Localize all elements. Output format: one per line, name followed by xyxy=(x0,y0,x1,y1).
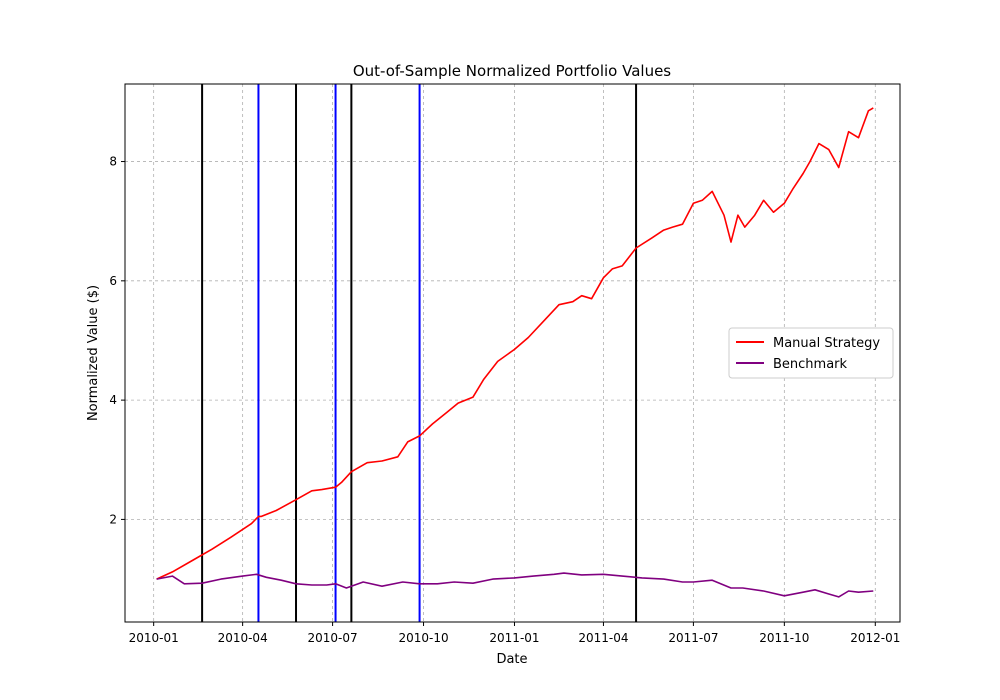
legend: Manual Strategy Benchmark xyxy=(728,327,894,379)
legend-box xyxy=(728,327,894,379)
x-tick-label: 2010-01 xyxy=(129,631,179,645)
x-tick-label: 2010-04 xyxy=(218,631,268,645)
x-tick-label: 2010-07 xyxy=(308,631,358,645)
series-lines xyxy=(156,107,874,598)
y-axis-label: Normalized Value ($) xyxy=(86,285,101,421)
y-tick-label: 4 xyxy=(109,393,117,407)
signal-lines xyxy=(201,84,638,622)
x-axis-label: Date xyxy=(496,652,527,667)
series-line-manual-strategy xyxy=(156,107,874,580)
axes-frame xyxy=(124,83,901,623)
x-tick-label: 2011-01 xyxy=(489,631,539,645)
x-tick-label: 2011-04 xyxy=(578,631,628,645)
y-tick-label: 6 xyxy=(109,274,117,288)
y-axis-ticks: 2 4 6 8 xyxy=(109,155,125,526)
x-tick-label: 2012-01 xyxy=(850,631,900,645)
x-tick-label: 2011-07 xyxy=(668,631,718,645)
chart-title: Out-of-Sample Normalized Portfolio Value… xyxy=(353,62,671,80)
y-tick-label: 8 xyxy=(109,155,117,169)
x-tick-label: 2011-10 xyxy=(759,631,809,645)
legend-label-benchmark: Benchmark xyxy=(773,357,848,372)
y-tick-label: 2 xyxy=(109,512,117,526)
x-tick-label: 2010-10 xyxy=(398,631,448,645)
legend-label-manual-strategy: Manual Strategy xyxy=(773,336,880,351)
x-axis-ticks: 2010-01 2010-04 2010-07 2010-10 2011-01 2011-… xyxy=(129,622,900,645)
series-line-benchmark xyxy=(156,572,874,598)
